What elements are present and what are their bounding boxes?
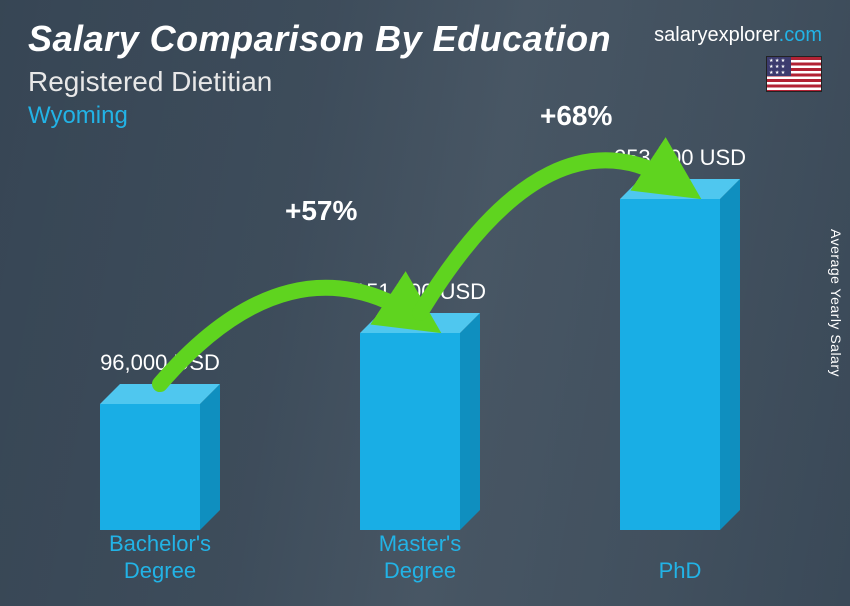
increase-pct-label: +68% xyxy=(540,100,612,132)
job-subtitle: Registered Dietitian xyxy=(28,66,822,98)
location-label: Wyoming xyxy=(28,102,822,130)
brand-label: salaryexplorer.com xyxy=(654,24,822,47)
brand-main: salaryexplorer xyxy=(654,24,779,46)
increase-arrow xyxy=(60,140,790,588)
brand-domain: .com xyxy=(779,24,822,46)
y-axis-label: Average Yearly Salary xyxy=(828,229,844,377)
flag-icon xyxy=(766,56,822,92)
salary-chart: 96,000 USDBachelor'sDegree151,000 USDMas… xyxy=(60,140,790,588)
